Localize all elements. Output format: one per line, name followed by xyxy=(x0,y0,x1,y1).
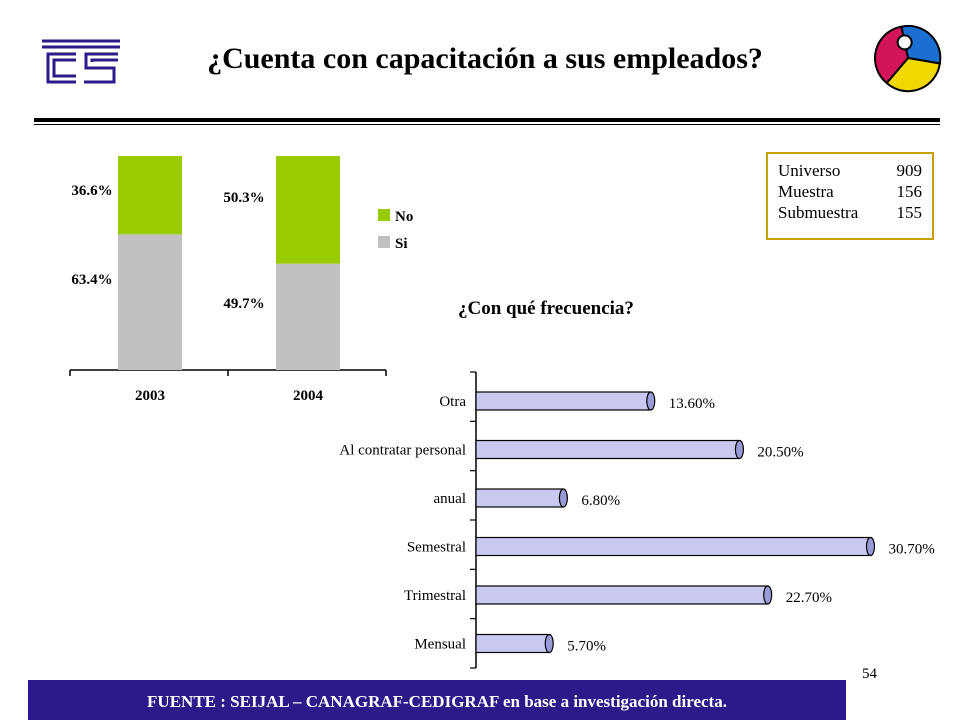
bar-no-2004 xyxy=(276,156,340,264)
hbar-al-contratar-personal xyxy=(475,439,741,460)
y-tick-label: Mensual xyxy=(414,637,466,653)
hbar-end-cap xyxy=(558,488,568,508)
data-label: 6.80% xyxy=(581,493,620,509)
hbar-anual xyxy=(475,488,564,508)
y-tick-label: Trimestral xyxy=(404,588,466,604)
data-label-si: 49.7% xyxy=(223,296,264,312)
x-tick-label: 2004 xyxy=(293,388,324,404)
legend-label-no: No xyxy=(395,209,413,225)
hbar-end-cap xyxy=(763,585,773,605)
stats-label: Submuestra xyxy=(778,203,859,222)
page-number: 54 xyxy=(862,666,877,682)
y-tick-label: anual xyxy=(434,491,466,507)
data-label-no: 50.3% xyxy=(223,190,264,206)
stats-value: 155 xyxy=(896,203,923,222)
hbar-end-cap xyxy=(544,633,554,654)
page-title: ¿Cuenta con capacitación a sus empleados… xyxy=(207,42,763,75)
bar-si-2003 xyxy=(118,234,182,370)
x-tick-label: 2003 xyxy=(135,388,165,404)
stats-label: Universo xyxy=(778,161,841,180)
hbar-end-cap xyxy=(865,536,876,557)
stats-value: 909 xyxy=(896,161,923,180)
y-tick-label: Semestral xyxy=(407,540,466,556)
hbar-semestral xyxy=(475,536,872,557)
stats-label: Muestra xyxy=(778,182,834,201)
data-label: 30.70% xyxy=(888,542,934,558)
source-footer: FUENTE : SEIJAL – CANAGRAF-CEDIGRAF en b… xyxy=(28,680,846,720)
hbar-end-cap xyxy=(734,439,745,460)
sample-stats-box: Universo 909 Muestra 156 Submuestra 155 xyxy=(766,152,934,240)
bar-no-2003 xyxy=(118,156,182,235)
frequency-question: ¿Con qué frecuencia? xyxy=(458,298,634,319)
data-label: 13.60% xyxy=(669,396,715,412)
hbar-mensual xyxy=(475,633,550,654)
color-wheel-logo xyxy=(874,24,942,93)
stats-row-universo: Universo 909 xyxy=(778,160,922,181)
stats-value: 156 xyxy=(896,182,923,201)
hbar-trimestral xyxy=(475,585,769,605)
title-rule-thin xyxy=(34,124,940,125)
legend-swatch-si xyxy=(378,236,390,248)
hbar-otra xyxy=(475,391,652,411)
data-label: 5.70% xyxy=(567,639,606,655)
data-label-si: 63.4% xyxy=(71,272,112,288)
legend-label-si: Si xyxy=(395,236,408,252)
hbar-end-cap xyxy=(646,391,656,411)
y-tick-label: Al contratar personal xyxy=(339,443,466,459)
stats-row-muestra: Muestra 156 xyxy=(778,181,922,202)
y-tick-label: Otra xyxy=(439,394,466,410)
data-label: 20.50% xyxy=(757,445,803,461)
data-label: 22.70% xyxy=(786,590,832,606)
bar-si-2004 xyxy=(276,263,340,370)
legend-swatch-no xyxy=(378,209,390,221)
title-rule-thick xyxy=(34,118,940,122)
data-label-no: 36.6% xyxy=(71,183,112,199)
cedigraf-logo xyxy=(42,39,120,84)
stats-row-submuestra: Submuestra 155 xyxy=(778,202,922,223)
